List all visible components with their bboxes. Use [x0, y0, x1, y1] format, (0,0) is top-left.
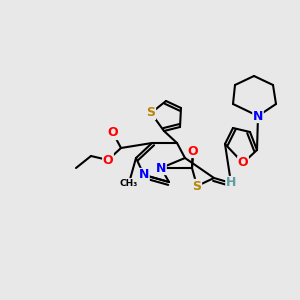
Text: O: O	[108, 127, 118, 140]
Text: N: N	[156, 161, 166, 175]
Text: S: S	[193, 179, 202, 193]
Text: O: O	[238, 157, 248, 169]
Text: S: S	[146, 106, 155, 119]
Text: O: O	[188, 145, 198, 158]
Text: N: N	[253, 110, 263, 122]
Text: N: N	[139, 169, 149, 182]
Text: CH₃: CH₃	[120, 178, 138, 188]
Text: O: O	[103, 154, 113, 166]
Text: H: H	[226, 176, 236, 190]
